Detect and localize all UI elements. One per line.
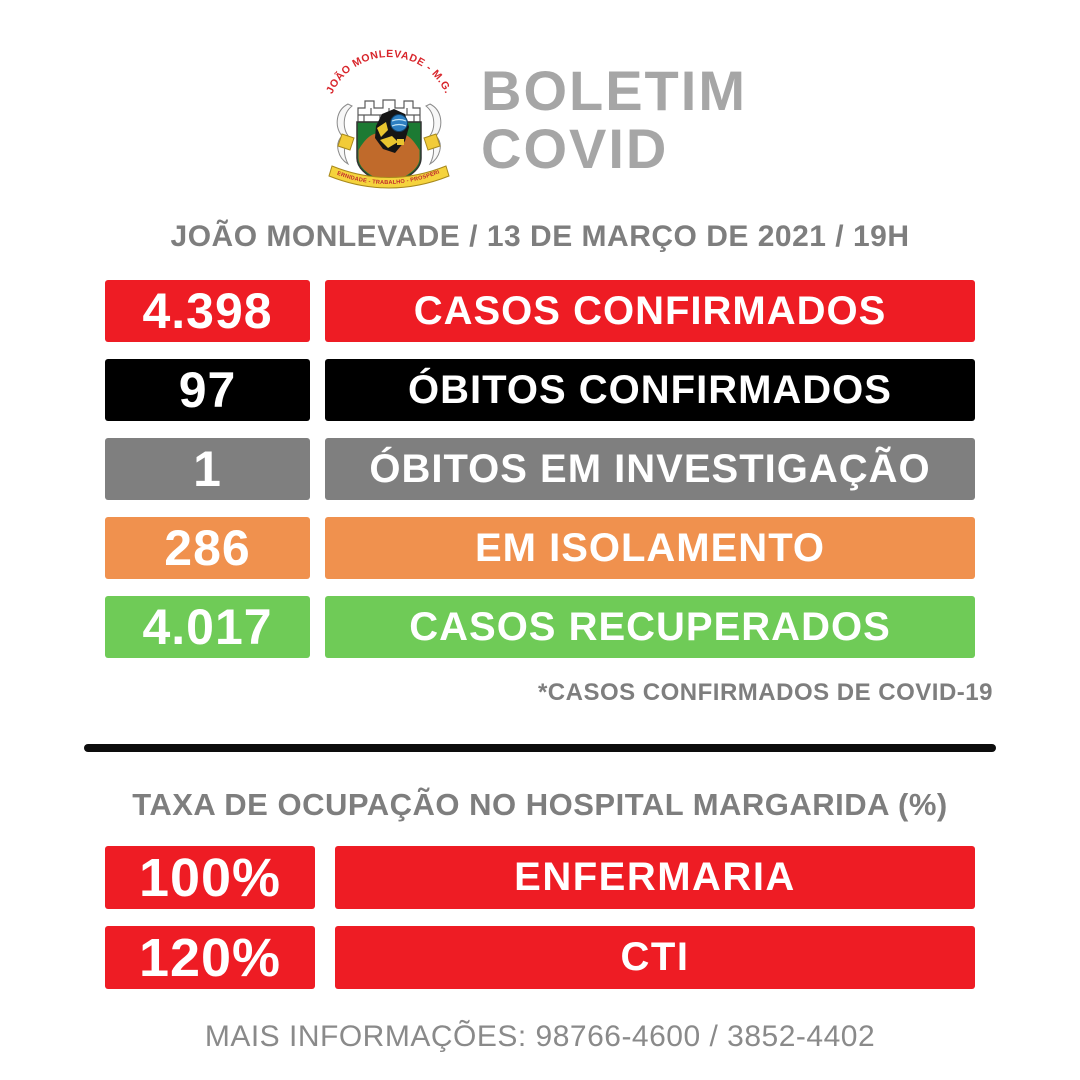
stat-label: ÓBITOS EM INVESTIGAÇÃO xyxy=(369,446,931,491)
bulletin-date-line: JOÃO MONLEVADE / 13 DE MARÇO DE 2021 / 1… xyxy=(170,220,910,253)
crest-shield xyxy=(356,109,422,186)
title-line-covid: COVID xyxy=(481,117,669,180)
stat-label-box: EM ISOLAMENTO xyxy=(325,517,975,579)
occupancy-label: ENFERMARIA xyxy=(514,855,796,899)
stat-value-box: 4.017 xyxy=(105,596,310,658)
stat-value-box: 286 xyxy=(105,517,310,579)
stat-value: 4.398 xyxy=(142,283,273,339)
section-divider xyxy=(84,744,996,752)
occupancy-value-box: 100% xyxy=(105,846,315,909)
stat-value-box: 97 xyxy=(105,359,310,421)
occupancy-value: 120% xyxy=(138,927,282,988)
stat-row-recovered: 4.017 CASOS RECUPERADOS xyxy=(105,596,975,658)
occupancy-label-box: ENFERMARIA xyxy=(335,846,975,909)
stat-label-box: ÓBITOS CONFIRMADOS xyxy=(325,359,975,421)
stat-label-box: ÓBITOS EM INVESTIGAÇÃO xyxy=(325,438,975,500)
occupancy-value: 100% xyxy=(138,847,282,908)
stat-value-box: 1 xyxy=(105,438,310,500)
stat-label: ÓBITOS CONFIRMADOS xyxy=(408,367,892,412)
city-crest-logo: JOÃO MONLEVADE - M.G. xyxy=(314,42,454,189)
hospital-section-title: TAXA DE OCUPAÇÃO NO HOSPITAL MARGARIDA (… xyxy=(132,787,948,822)
crest-ribbons xyxy=(336,103,442,166)
occupancy-label-box: CTI xyxy=(335,926,975,989)
stat-value: 4.017 xyxy=(142,599,273,655)
stat-row-isolation: 286 EM ISOLAMENTO xyxy=(105,517,975,579)
stat-label-box: CASOS RECUPERADOS xyxy=(325,596,975,658)
title-line-boletim: BOLETIM xyxy=(481,59,747,122)
stat-value-box: 4.398 xyxy=(105,280,310,342)
stat-label-box: CASOS CONFIRMADOS xyxy=(325,280,975,342)
occupancy-value-box: 120% xyxy=(105,926,315,989)
confirmed-cases-footnote: *CASOS CONFIRMADOS DE COVID-19 xyxy=(537,679,993,706)
stat-value: 97 xyxy=(178,362,237,418)
hospital-row-cti: 120% CTI xyxy=(105,926,975,989)
stat-label: CASOS CONFIRMADOS xyxy=(413,288,887,333)
stat-row-deaths-investigation: 1 ÓBITOS EM INVESTIGAÇÃO xyxy=(105,438,975,500)
stat-row-deaths: 97 ÓBITOS CONFIRMADOS xyxy=(105,359,975,421)
stat-row-confirmed: 4.398 CASOS CONFIRMADOS xyxy=(105,280,975,342)
contact-info: MAIS INFORMAÇÕES: 98766-4600 / 3852-4402 xyxy=(204,1020,876,1053)
stat-value: 1 xyxy=(193,441,222,497)
page-title: BOLETIM COVID xyxy=(481,62,747,178)
stat-label: CASOS RECUPERADOS xyxy=(409,604,891,649)
crest-city-name: JOÃO MONLEVADE - M.G. xyxy=(324,48,454,96)
stat-value: 286 xyxy=(164,520,251,576)
occupancy-label: CTI xyxy=(620,935,690,979)
hospital-row-enfermaria: 100% ENFERMARIA xyxy=(105,846,975,909)
stat-label: EM ISOLAMENTO xyxy=(474,525,826,570)
